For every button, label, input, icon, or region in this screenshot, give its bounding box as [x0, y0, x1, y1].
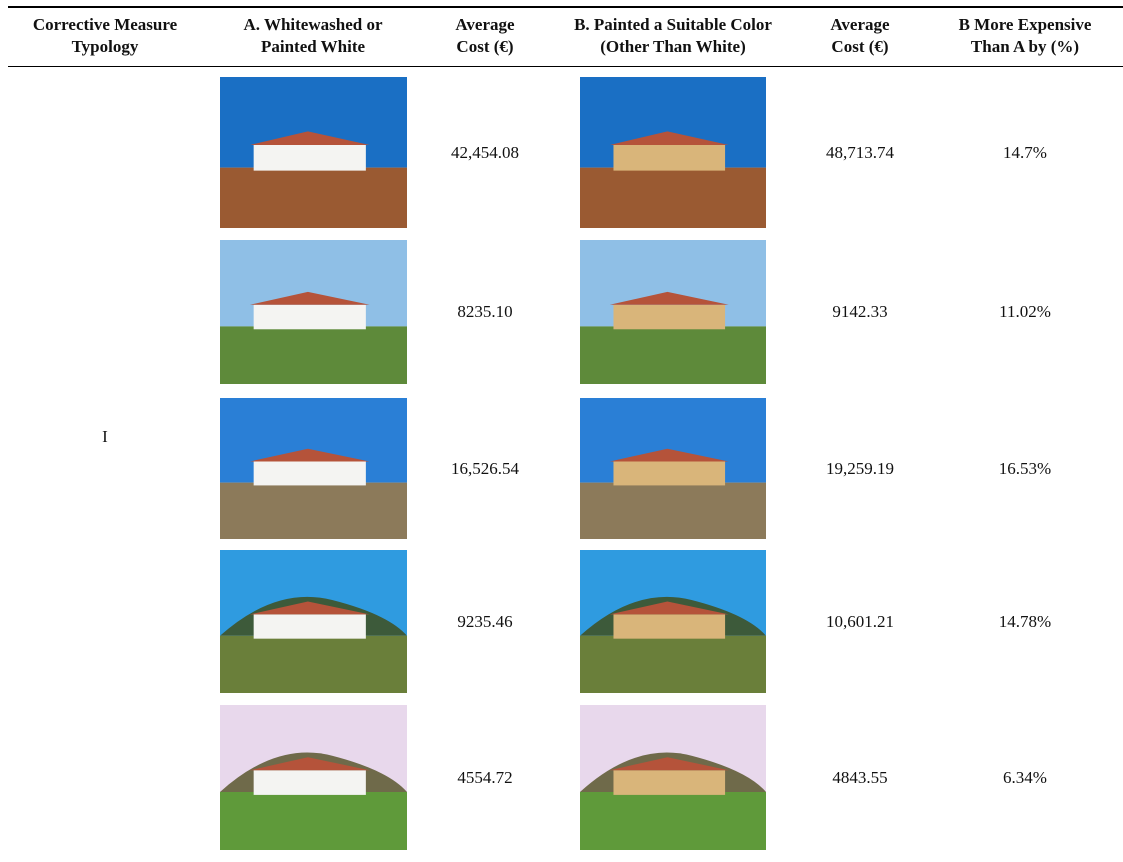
photo [220, 398, 407, 539]
header-rule [8, 66, 1123, 67]
header-cell: Average Cost (€) [830, 15, 890, 56]
cost-a-cell: 16,526.54 [451, 458, 519, 478]
photo [580, 550, 766, 693]
cost-b-cell: 19,259.19 [826, 458, 894, 478]
top-rule [8, 6, 1123, 8]
cost-a-cell: 9235.46 [457, 611, 513, 631]
cost-a-cell: 8235.10 [457, 302, 513, 321]
cost-b-cell: 48,713.74 [826, 142, 894, 162]
header-cell: B More Expensive Than A by (%) [958, 15, 1092, 56]
cost-b-cell: 4843.55 [832, 767, 888, 787]
photo [220, 550, 407, 693]
photo [580, 705, 766, 850]
photo [580, 77, 766, 228]
cost-a-cell: 42,454.08 [451, 142, 519, 162]
photo [220, 77, 407, 228]
photo [220, 705, 407, 850]
cost-a-cell: 4554.72 [457, 767, 513, 787]
photo [580, 398, 766, 539]
difference-cell: 6.34% [1003, 767, 1047, 787]
header-cell: B. Painted a Suitable Color (Other Than … [574, 15, 772, 56]
cost-b-cell: 10,601.21 [826, 611, 894, 631]
cost-b-cell: 9142.33 [832, 302, 888, 321]
difference-cell: 14.78% [998, 611, 1052, 631]
header-cell: Corrective Measure Typology [32, 15, 178, 56]
difference-cell: 16.53% [998, 458, 1052, 478]
header-cell: A. Whitewashed or Painted White [243, 15, 383, 56]
difference-cell: 11.02% [999, 302, 1051, 321]
typology-cell: I [102, 427, 108, 446]
header-cell: Average Cost (€) [455, 15, 515, 56]
difference-cell: 14.7% [1003, 142, 1047, 162]
photo [220, 240, 407, 384]
photo [580, 240, 766, 384]
